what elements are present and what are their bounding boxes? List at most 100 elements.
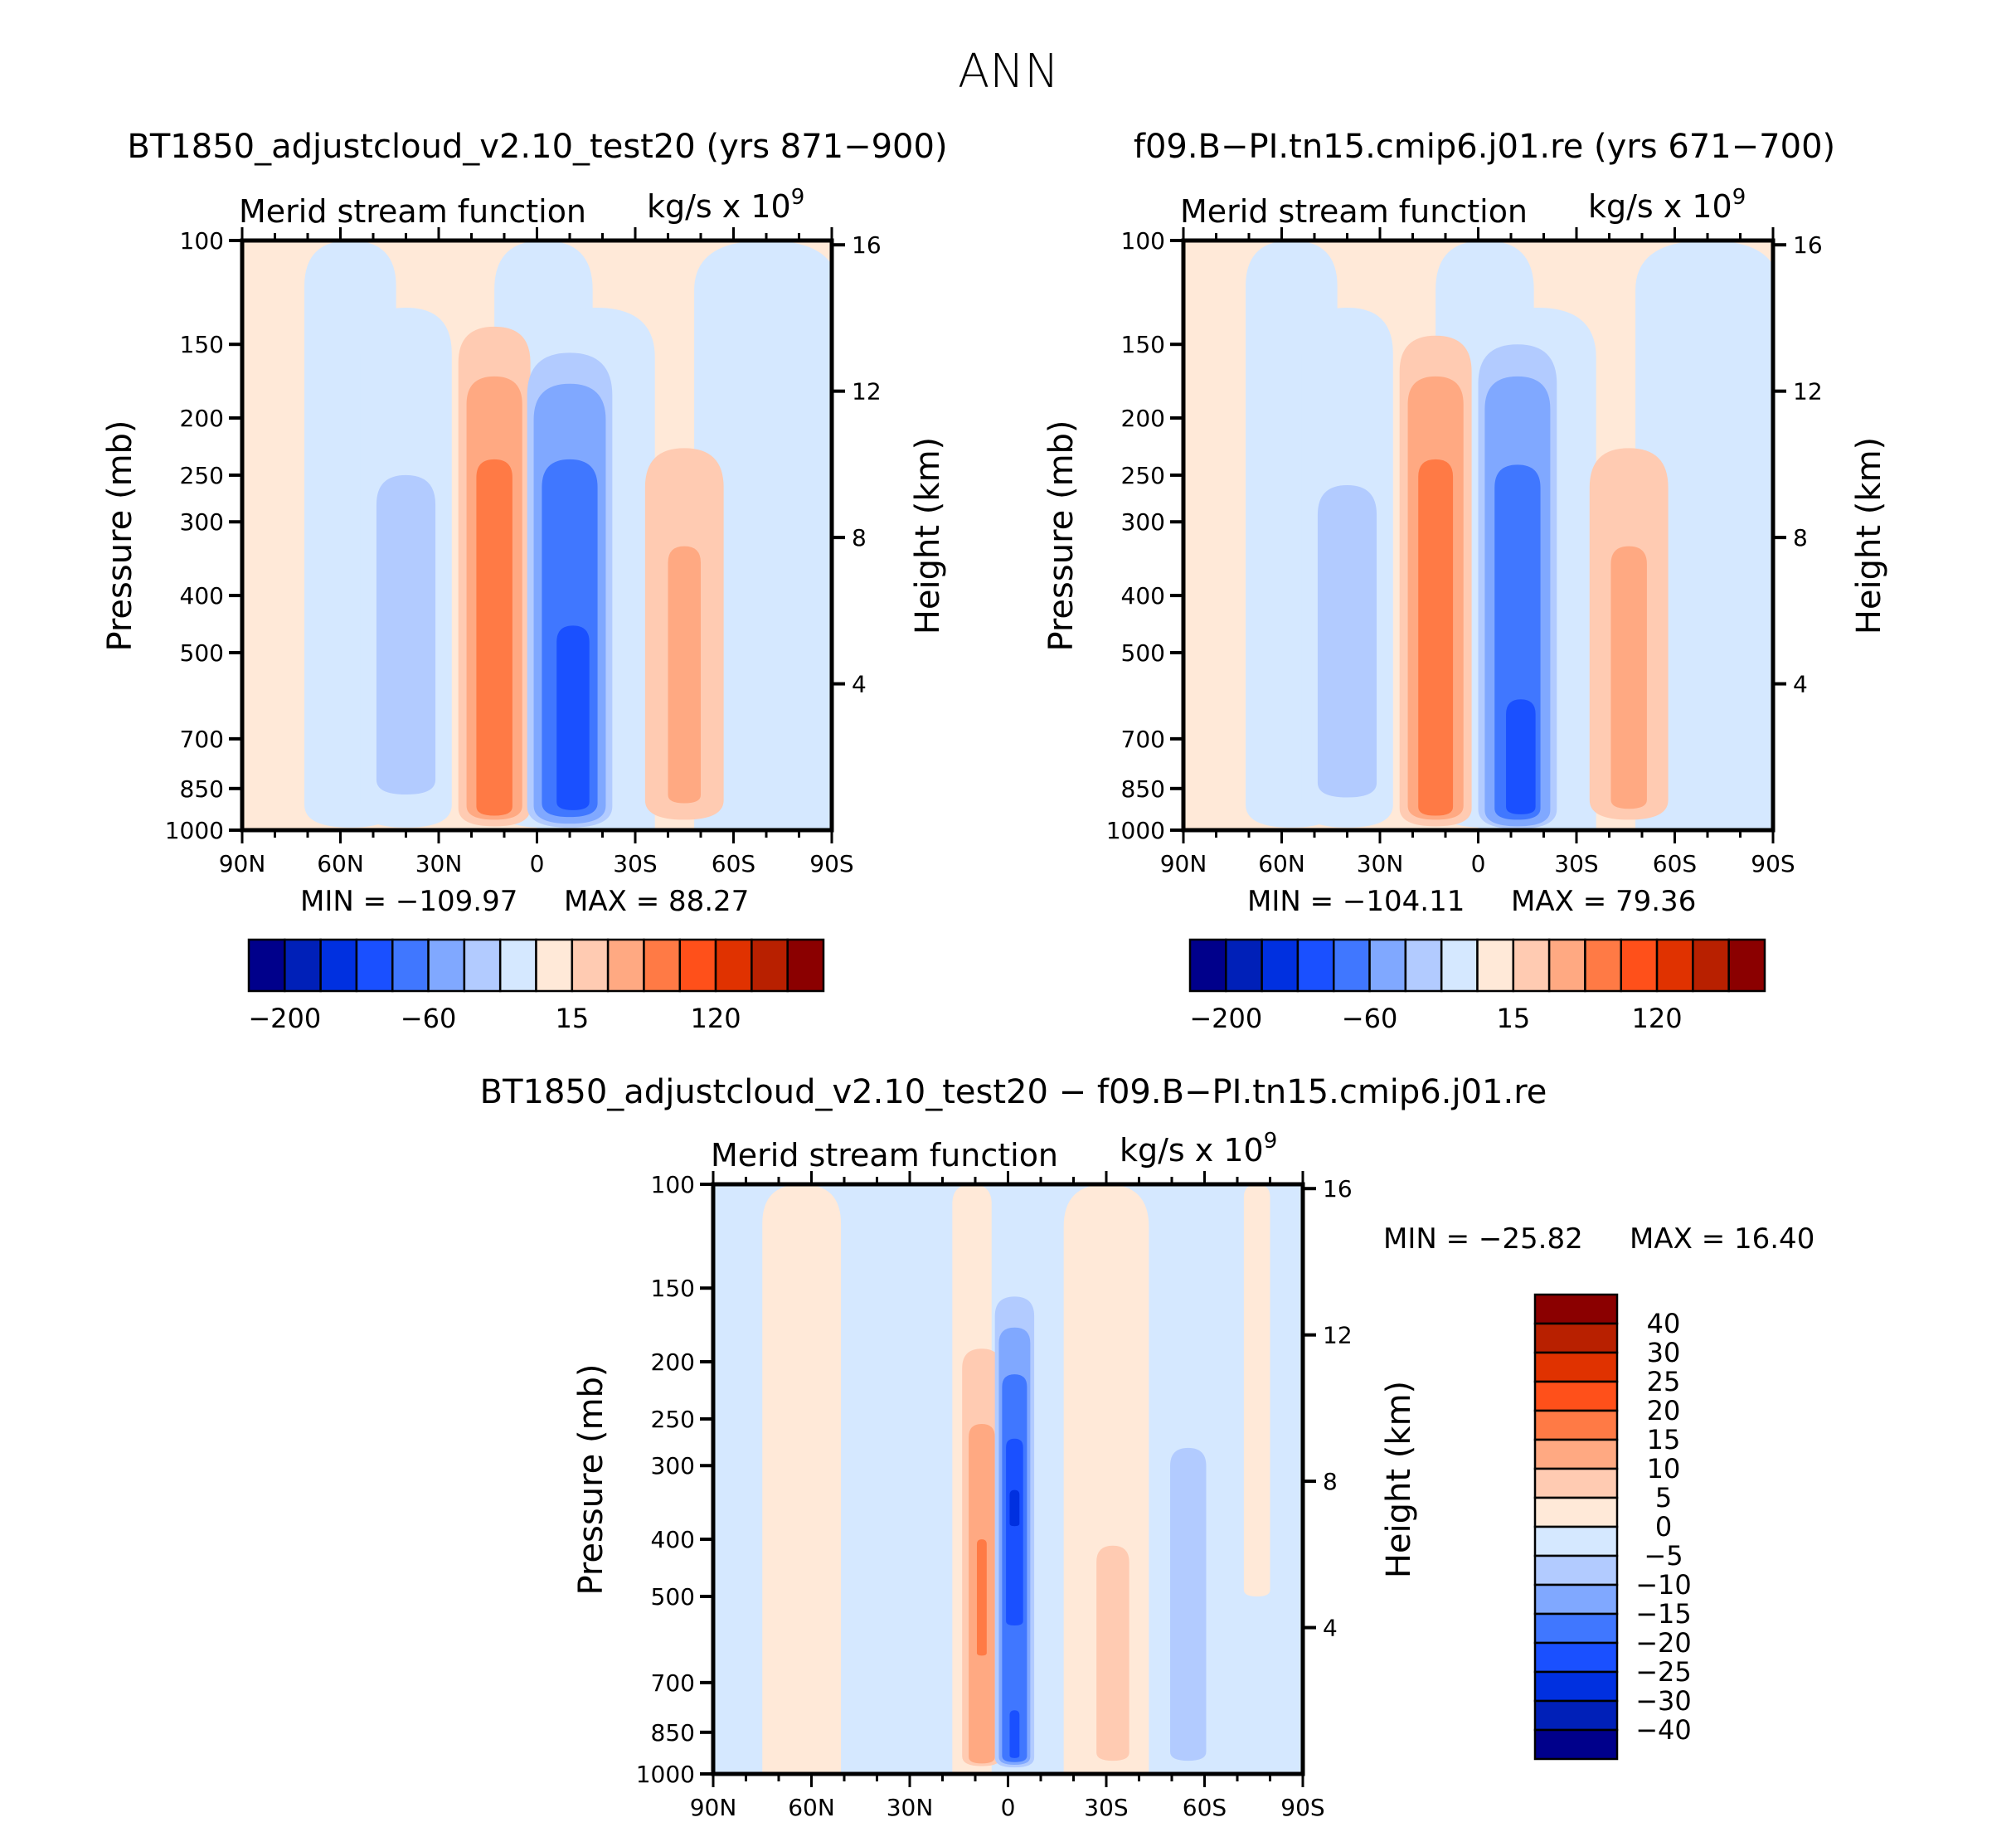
y-axis-right-label: Height (km) — [1850, 437, 1888, 634]
panel-baseline: f09.B−PI.tn15.cmip6.j01.re (yrs 671−700)… — [1042, 128, 1888, 1034]
colorbar-bin — [1533, 1467, 1619, 1499]
y-tick-label: 850 — [180, 775, 224, 803]
y-axis-label: Pressure (mb) — [572, 1363, 610, 1595]
colorbar: −200 −60 15 120 — [1188, 938, 1766, 1034]
colorbar-label: −200 — [248, 1003, 321, 1034]
colorbar-label: −20 — [1635, 1627, 1692, 1659]
colorbar-label: −40 — [1635, 1714, 1692, 1746]
x-tick-label: 0 — [1471, 850, 1486, 877]
colorbar-bin — [1547, 938, 1586, 993]
y-right-tick-label: 8 — [852, 524, 867, 552]
left-string: Merid stream function — [239, 193, 586, 230]
y-tick-label: 250 — [1121, 462, 1165, 489]
figure-title: ANN — [958, 45, 1059, 99]
contour-band — [476, 459, 513, 816]
x-tick-label: 90N — [219, 850, 266, 877]
colorbar-label: −60 — [1342, 1003, 1398, 1034]
colorbar-bin — [1533, 1699, 1619, 1732]
y-right-tick-label: 16 — [852, 231, 882, 259]
colorbar-bin — [1533, 1438, 1619, 1470]
colorbar-bin — [786, 938, 825, 993]
max-label: MAX = 88.27 — [564, 885, 749, 918]
colorbar-bin — [1533, 1728, 1619, 1761]
colorbar-bin — [1368, 938, 1407, 993]
y-right-tick-label: 4 — [1323, 1615, 1338, 1642]
colorbar-bin — [319, 938, 358, 993]
x-tick-label: 30N — [415, 850, 463, 877]
y-tick-label: 150 — [180, 331, 224, 358]
y-tick-label: 1000 — [636, 1761, 695, 1788]
y-tick-label: 300 — [1121, 508, 1165, 536]
contour-band — [1243, 1184, 1270, 1596]
x-tick-label: 90N — [1160, 850, 1207, 877]
x-tick-label: 0 — [530, 850, 545, 877]
colorbar-bin — [535, 938, 574, 993]
contour-band — [1009, 1710, 1020, 1758]
contour-band — [694, 241, 832, 830]
colorbar-label: 120 — [691, 1003, 741, 1034]
colorbar-bin — [1533, 1496, 1619, 1528]
colorbar-bin — [1533, 1293, 1619, 1325]
y-tick-label: 100 — [651, 1171, 695, 1198]
colorbar-bin — [606, 938, 645, 993]
colorbar-label: −25 — [1635, 1656, 1692, 1688]
colorbar-label: −200 — [1189, 1003, 1262, 1034]
units-label: kg/s x 109 — [1120, 1129, 1277, 1169]
y-right-tick-label: 12 — [852, 378, 882, 406]
y-axis-right-label: Height (km) — [1380, 1381, 1418, 1578]
colorbar-bin — [1333, 938, 1371, 993]
colorbar-label: 15 — [1647, 1424, 1681, 1455]
contour-band — [1006, 1438, 1023, 1625]
x-tick-label: 30S — [613, 850, 657, 877]
panel-title: BT1850_adjustcloud_v2.10_test20 (yrs 871… — [127, 128, 947, 166]
colorbar-label: −60 — [401, 1003, 457, 1034]
colorbar-bin — [1476, 938, 1515, 993]
y-tick-label: 400 — [1121, 582, 1165, 610]
colorbar-bin — [1584, 938, 1622, 993]
colorbar-bin — [678, 938, 717, 993]
x-tick-label: 60S — [712, 850, 755, 877]
y-tick-label: 150 — [1121, 331, 1165, 358]
y-tick-label: 200 — [180, 405, 224, 432]
left-string: Merid stream function — [711, 1137, 1058, 1173]
colorbar-bin — [1404, 938, 1443, 993]
colorbar-label: −15 — [1635, 1598, 1692, 1630]
colorbar-label: 15 — [1496, 1003, 1530, 1034]
colorbar-bin — [247, 938, 286, 993]
x-tick-label: 0 — [1001, 1794, 1016, 1821]
y-tick-label: 150 — [651, 1275, 695, 1302]
colorbar-label: 40 — [1647, 1308, 1681, 1339]
contour-band — [1635, 241, 1773, 830]
x-tick-label: 60S — [1653, 850, 1697, 877]
contour-plot: 90N 60N 30N 0 30S 60S 90S 100 150 200 250 300 400 500… — [1106, 227, 1823, 877]
y-tick-label: 200 — [651, 1348, 695, 1376]
y-tick-label: 850 — [651, 1719, 695, 1747]
colorbar-bin — [1261, 938, 1299, 993]
x-tick-label: 60N — [317, 850, 364, 877]
units-exponent: 9 — [1732, 185, 1746, 210]
y-right-tick-label: 16 — [1323, 1175, 1353, 1203]
colorbar: −200 −60 15 120 — [247, 938, 825, 1034]
y-right-tick-label: 4 — [1793, 671, 1808, 698]
colorbar-bin — [1225, 938, 1263, 993]
contour-band — [556, 625, 590, 810]
x-tick-label: 60N — [1258, 850, 1305, 877]
colorbar-bin — [1533, 1612, 1619, 1645]
colorbar-bin — [1692, 938, 1730, 993]
max-label: MAX = 79.36 — [1511, 885, 1696, 918]
colorbar-bin — [355, 938, 394, 993]
contour-band — [1418, 459, 1454, 816]
contour-band — [376, 474, 436, 794]
colorbar-bin — [1533, 1583, 1619, 1616]
contour-plot: 90N 60N 30N 0 30S 60S 90S 100 150 200 250 300 400 500… — [636, 1171, 1353, 1821]
y-tick-label: 700 — [180, 726, 224, 753]
x-tick-label: 90S — [809, 850, 853, 877]
contour-band — [1096, 1545, 1129, 1761]
colorbar-bin — [1533, 1641, 1619, 1674]
colorbar-bin — [1533, 1554, 1619, 1586]
contour-plot: 90N 60N 30N 0 30S 60S 90S 100 150 200 250 300 400 500… — [165, 227, 882, 877]
min-label: MIN = −109.97 — [300, 885, 517, 918]
x-tick-label: 30N — [887, 1794, 934, 1821]
